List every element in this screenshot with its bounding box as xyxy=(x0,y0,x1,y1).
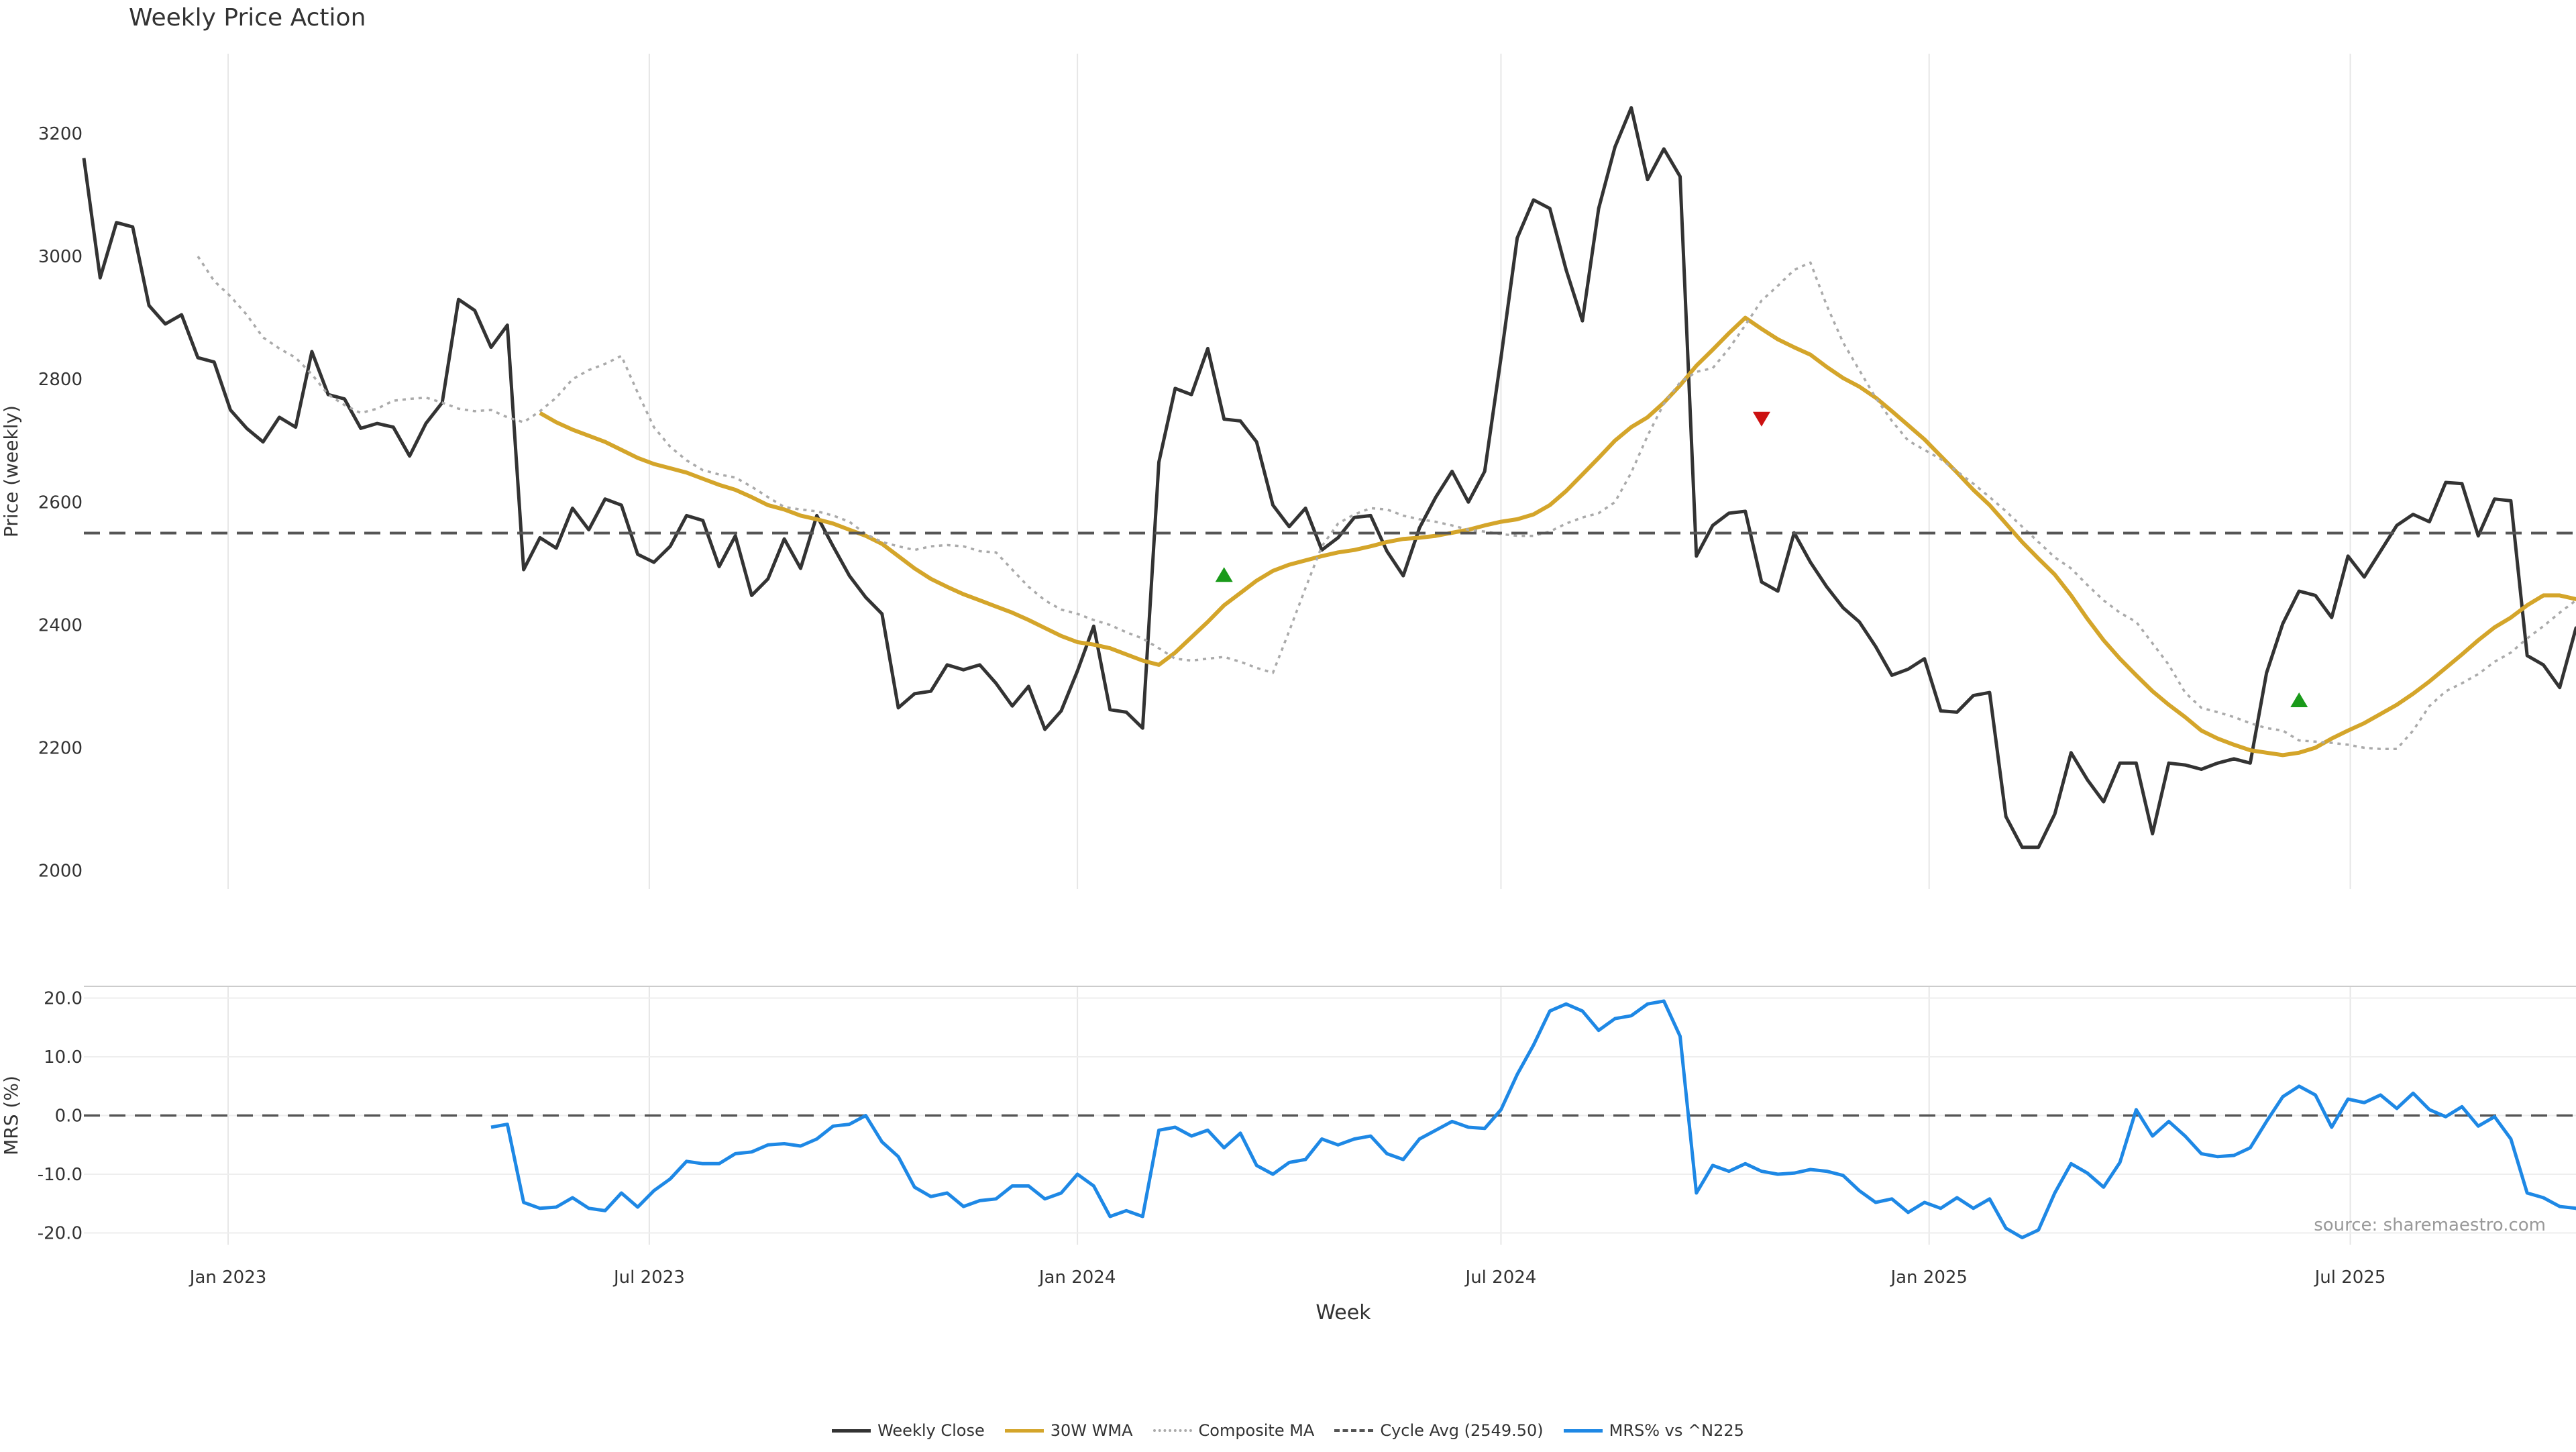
legend-swatch xyxy=(1334,1429,1374,1432)
legend-label: Weekly Close xyxy=(877,1421,985,1440)
mrs-ytick-label-2: 0.0 xyxy=(55,1106,83,1127)
mrs-ytick-label-4: 20.0 xyxy=(44,989,83,1009)
source-watermark: source: sharemaestro.com xyxy=(2314,1215,2546,1235)
legend-label: MRS% vs ^N225 xyxy=(1609,1421,1744,1440)
price-ytick-label-3: 2600 xyxy=(38,492,83,513)
x-tick-label-2: Jan 2024 xyxy=(1038,1267,1116,1288)
chart-title: Weekly Price Action xyxy=(129,4,366,32)
price-ytick-label-5: 3000 xyxy=(38,247,83,267)
price-ytick-label-2: 2400 xyxy=(38,615,83,635)
legend-item: Weekly Close xyxy=(832,1421,985,1440)
legend-label: Composite MA xyxy=(1198,1421,1315,1440)
legend-swatch xyxy=(1152,1429,1192,1432)
series-line-30w-wma xyxy=(539,315,2576,758)
price-ytick-label-6: 3200 xyxy=(38,124,83,144)
price-axis-label: Price (weekly) xyxy=(0,405,22,537)
x-tick-label-0: Jan 2023 xyxy=(189,1267,267,1288)
price-ytick-label-4: 2800 xyxy=(38,370,83,390)
mrs-ytick-label-1: -10.0 xyxy=(38,1165,83,1185)
series-line-mrs xyxy=(490,999,2576,1239)
legend-label: 30W WMA xyxy=(1050,1421,1133,1440)
sell-marker-1 xyxy=(1752,411,1770,427)
buy-marker-2 xyxy=(2290,692,2308,708)
x-tick-label-1: Jul 2023 xyxy=(612,1267,685,1288)
legend-item: MRS% vs ^N225 xyxy=(1563,1421,1744,1440)
price-ytick-label-1: 2200 xyxy=(38,738,83,758)
x-axis-label: Week xyxy=(1316,1301,1371,1325)
legend-item: Composite MA xyxy=(1152,1421,1315,1440)
legend-swatch xyxy=(832,1429,871,1433)
mrs-ytick-label-0: -20.0 xyxy=(38,1224,83,1244)
price-ytick-label-0: 2000 xyxy=(38,862,83,882)
chart-legend: Weekly Close 30W WMA Composite MA Cycle Avg… xyxy=(0,1417,2576,1444)
x-tick-label-3: Jul 2024 xyxy=(1464,1267,1537,1288)
mrs-axis-label: MRS (%) xyxy=(0,1076,22,1155)
series-line-composite-ma xyxy=(197,256,2576,751)
legend-item: Cycle Avg (2549.50) xyxy=(1334,1421,1544,1440)
buy-marker-0 xyxy=(1215,567,1233,582)
mrs-ytick-label-3: 10.0 xyxy=(44,1047,83,1068)
series-line-weekly-close xyxy=(82,106,2576,849)
x-tick-label-4: Jan 2025 xyxy=(1889,1267,1968,1288)
legend-swatch xyxy=(1563,1429,1603,1433)
legend-label: Cycle Avg (2549.50) xyxy=(1380,1421,1544,1440)
legend-item: 30W WMA xyxy=(1004,1421,1133,1440)
legend-swatch xyxy=(1004,1429,1044,1433)
x-tick-label-5: Jul 2025 xyxy=(2314,1267,2386,1288)
